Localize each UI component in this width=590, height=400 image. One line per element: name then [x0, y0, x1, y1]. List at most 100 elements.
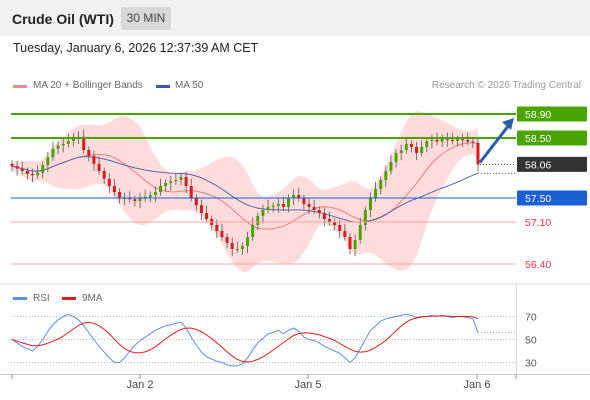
candle-body: [194, 198, 198, 206]
instrument-title: Crude Oil (WTI): [12, 11, 114, 27]
candle-body: [374, 189, 378, 198]
candle-body: [471, 141, 475, 143]
rsi-tick-30: 30: [525, 358, 537, 370]
candle-body: [199, 205, 203, 213]
candle-body: [30, 174, 34, 176]
candle-body: [230, 243, 234, 249]
candle-body: [363, 210, 367, 225]
candle-body: [266, 207, 270, 210]
candle-body: [368, 198, 372, 210]
candle-body: [256, 216, 260, 225]
candle-body: [302, 198, 306, 204]
header-bar: [0, 0, 590, 36]
timeframe-button[interactable]: 30 MIN: [121, 7, 171, 30]
candle-body: [128, 198, 132, 200]
rsi-legend-label: RSI: [33, 293, 50, 304]
ma50-line: [11, 156, 479, 223]
candle-body: [143, 196, 147, 198]
candle-body: [240, 246, 244, 249]
candle-body: [343, 231, 347, 237]
candle-body: [174, 180, 178, 182]
candle-body: [66, 141, 70, 144]
level-tag-58-06: [517, 156, 587, 172]
candle-body: [225, 237, 229, 243]
level-value-58-50: 58.50: [525, 133, 551, 145]
rsi-tick-70: 70: [525, 312, 537, 324]
candle-body: [292, 195, 296, 198]
level-tag-58-90: [517, 106, 587, 122]
candle-body: [159, 186, 163, 192]
rsi-line: [11, 313, 479, 367]
candle-body: [215, 225, 219, 231]
candle-body: [394, 153, 398, 162]
candle-body: [235, 249, 239, 250]
level-value-58-06: 58.06: [525, 159, 551, 171]
forecast-arrow-head: [502, 118, 514, 130]
candle-body: [476, 142, 480, 165]
candle-body: [138, 198, 142, 201]
rsi-ma-line: [11, 315, 479, 363]
candle-body: [430, 139, 434, 141]
candle-body: [46, 157, 50, 165]
candle-body: [205, 213, 209, 219]
candle-body: [409, 144, 413, 147]
candle-body: [107, 178, 111, 186]
x-tick-label: Jan 5: [295, 379, 322, 391]
candle-body: [389, 162, 393, 171]
candle-body: [415, 147, 419, 153]
level-value-57-50: 57.50: [525, 193, 551, 205]
candle-body: [322, 213, 326, 219]
candle-body: [271, 205, 275, 207]
candle-body: [56, 145, 60, 149]
candle-body: [379, 180, 383, 189]
candle-body: [51, 148, 55, 158]
research-credit: Research © 2026 Trading Central: [431, 80, 581, 91]
candle-body: [461, 139, 465, 141]
candle-body: [97, 163, 101, 171]
candle-body: [189, 186, 193, 198]
candle-body: [41, 165, 45, 173]
ma50-legend-swatch: [156, 85, 170, 88]
timestamp: Tuesday, January 6, 2026 12:37:39 AM CET: [13, 41, 259, 55]
candle-body: [420, 147, 424, 153]
candle-body: [297, 195, 301, 198]
candle-body: [164, 183, 168, 186]
candle-body: [261, 210, 265, 216]
candle-body: [153, 192, 157, 195]
candle-body: [338, 225, 342, 231]
candle-body: [179, 177, 183, 180]
ma50-legend-label: MA 50: [175, 80, 204, 91]
rsi-legend-swatch: [13, 297, 27, 300]
candle-body: [184, 177, 188, 186]
candle-body: [20, 168, 24, 171]
candle-body: [25, 171, 29, 174]
candle-body: [61, 144, 65, 146]
level-tag-57-50: [517, 190, 587, 206]
bollinger-band: [12, 111, 478, 272]
candle-body: [466, 139, 470, 142]
candle-body: [133, 199, 137, 201]
level-value-57-10: 57.10: [525, 217, 551, 229]
candle-body: [450, 139, 454, 141]
ma20-legend-label: MA 20 + Bollinger Bands: [33, 80, 143, 91]
candle-body: [169, 181, 173, 183]
candle-body: [220, 231, 224, 237]
candle-body: [246, 237, 250, 246]
candle-body: [348, 237, 352, 249]
rsi-ma-legend-label: 9MA: [82, 293, 103, 304]
candle-body: [440, 138, 444, 142]
candle-body: [118, 192, 122, 198]
x-tick-label: Jan 6: [464, 379, 491, 391]
forecast-arrow-shaft: [478, 124, 511, 164]
level-value-56-40: 56.40: [525, 259, 551, 271]
candle-body: [287, 198, 291, 207]
candle-body: [82, 136, 86, 150]
candle-body: [384, 171, 388, 180]
candle-body: [87, 150, 91, 156]
candle-body: [425, 141, 429, 147]
candle-body: [456, 139, 460, 141]
candle-body: [15, 166, 19, 169]
candle-body: [307, 204, 311, 207]
level-tag-58-50: [517, 130, 587, 146]
